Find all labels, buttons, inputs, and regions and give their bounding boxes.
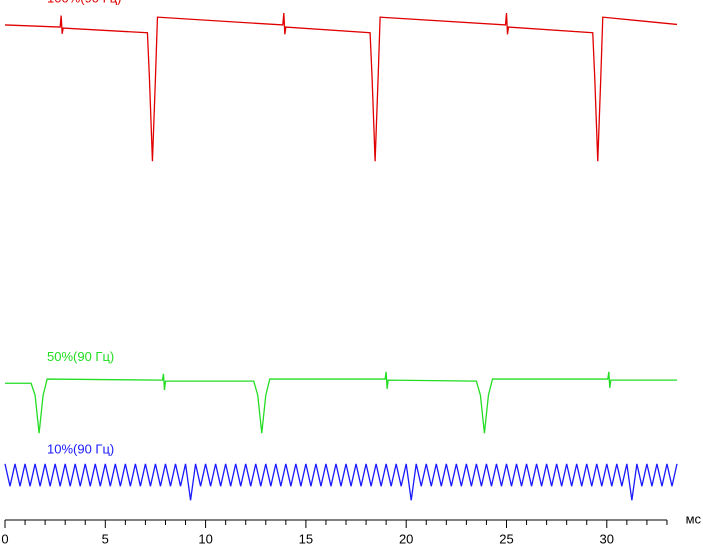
x-unit-label: мс <box>686 511 702 526</box>
series-label: 100%(90 Гц) <box>47 0 121 5</box>
x-tick-label: 15 <box>299 531 313 546</box>
series-label: 50%(90 Гц) <box>47 349 114 364</box>
x-tick-label: 0 <box>1 531 8 546</box>
x-tick-label: 20 <box>399 531 413 546</box>
trace <box>4 463 678 501</box>
x-tick-label: 25 <box>499 531 513 546</box>
x-tick-label: 10 <box>198 531 212 546</box>
x-tick-label: 30 <box>600 531 614 546</box>
trace <box>5 371 677 434</box>
trace <box>4 12 678 162</box>
x-tick-label: 5 <box>102 531 109 546</box>
series-label: 10%(90 Гц) <box>47 441 114 456</box>
